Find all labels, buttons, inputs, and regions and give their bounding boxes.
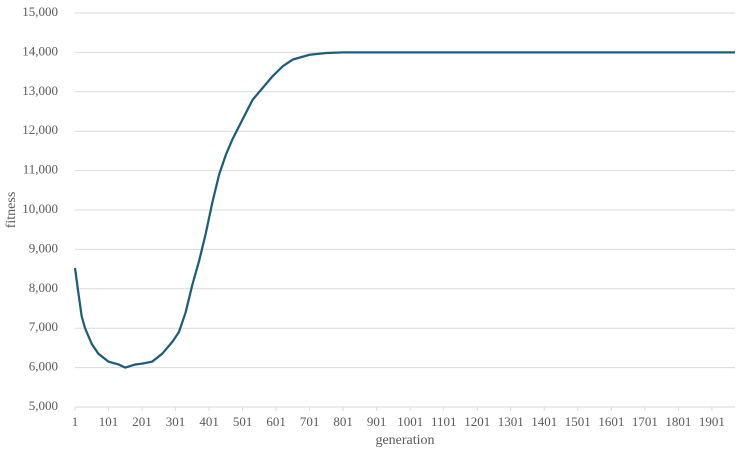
y-tick-label: 7,000 [29,319,58,334]
y-tick-label: 15,000 [22,4,58,19]
x-tick-label: 1901 [699,414,725,429]
x-tick-label: 1201 [464,414,490,429]
x-tick-label: 1501 [565,414,591,429]
y-tick-label: 12,000 [22,122,58,137]
x-tick-label: 701 [300,414,320,429]
x-tick-label: 1001 [397,414,423,429]
x-tick-label: 301 [166,414,186,429]
x-tick-label: 1401 [531,414,557,429]
x-tick-label: 1801 [665,414,691,429]
x-tick-label: 201 [132,414,152,429]
x-tick-label: 101 [99,414,119,429]
y-tick-label: 9,000 [29,240,58,255]
y-tick-label: 8,000 [29,280,58,295]
x-tick-label: 1301 [498,414,524,429]
y-tick-label: 6,000 [29,359,58,374]
y-tick-label: 5,000 [29,398,58,413]
x-tick-label: 1101 [431,414,457,429]
y-axis-label: fitness [4,192,19,229]
x-tick-label: 801 [333,414,353,429]
y-tick-label: 13,000 [22,83,58,98]
x-tick-label: 1701 [632,414,658,429]
x-tick-label: 601 [266,414,286,429]
y-tick-label: 10,000 [22,201,58,216]
x-axis-label: generation [375,433,434,448]
y-tick-label: 14,000 [22,43,58,58]
x-tick-label: 901 [367,414,387,429]
x-tick-label: 1 [72,414,79,429]
line [73,51,735,369]
x-tick-label: 501 [233,414,253,429]
x-tick-label: 401 [199,414,219,429]
x-tick-label: 1601 [598,414,624,429]
y-tick-label: 11,000 [23,162,58,177]
